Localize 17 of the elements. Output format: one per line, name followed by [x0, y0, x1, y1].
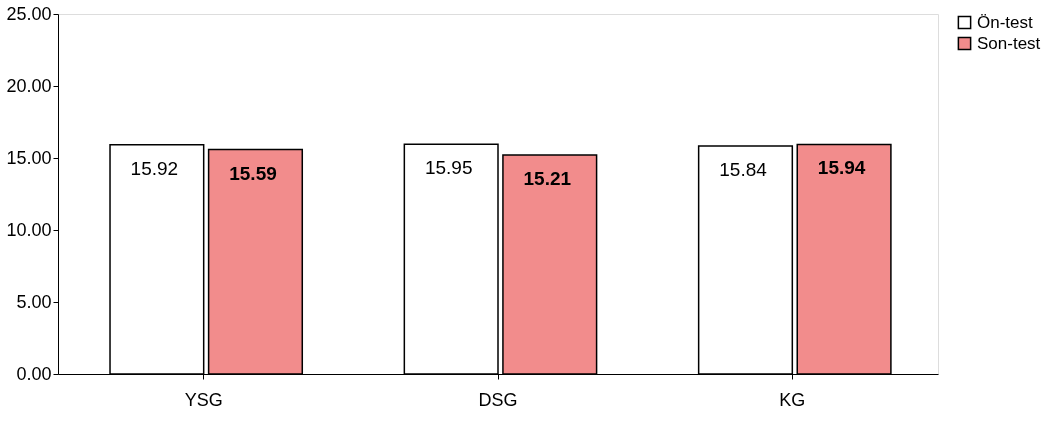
y-tick-label: 10.00	[6, 219, 52, 240]
data-label: 15.21	[523, 167, 572, 189]
legend-label: Son-test	[977, 33, 1041, 53]
x-tick-label: DSG	[478, 389, 518, 410]
data-label: 15.92	[130, 157, 179, 179]
x-tick-label: KG	[779, 389, 806, 410]
y-tick-label: 0.00	[16, 363, 52, 384]
x-tick-label: YSG	[184, 389, 223, 410]
data-label: 15.95	[424, 157, 473, 179]
data-label: 15.94	[817, 157, 866, 179]
data-label: 15.59	[229, 162, 277, 184]
y-tick-label: 5.00	[16, 291, 52, 312]
y-tick-label: 25.00	[6, 3, 52, 24]
data-label: 15.84	[719, 158, 768, 180]
legend-label: Ön-test	[977, 12, 1034, 32]
y-tick-label: 20.00	[6, 75, 52, 96]
y-tick-label: 15.00	[6, 147, 52, 168]
